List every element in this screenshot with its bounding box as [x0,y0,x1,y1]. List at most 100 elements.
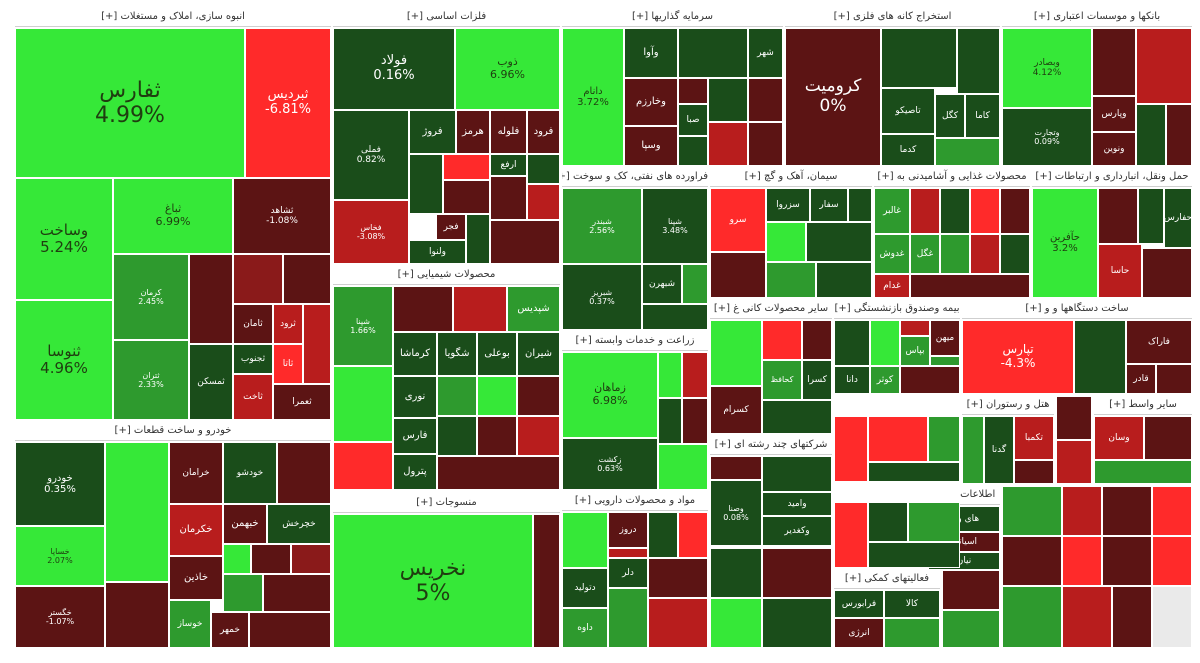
tile-unlabeled[interactable] [1014,460,1054,484]
tile-19-1[interactable]: تکمبا [1014,416,1054,460]
tile-unlabeled[interactable] [1142,248,1192,298]
tile-0-7[interactable]: ثامان [233,304,273,344]
tile-18-2[interactable]: انرژی [834,618,884,648]
tile-unlabeled[interactable] [1092,28,1136,96]
tile-unlabeled[interactable] [1062,536,1102,586]
tile-unlabeled[interactable] [682,264,708,304]
tile-unlabeled[interactable] [249,612,331,648]
tile-unlabeled[interactable] [1136,28,1192,104]
tile-5-2[interactable]: خگستر -1.07% [15,586,105,648]
tile-21-0[interactable]: وسان [1094,416,1144,460]
tile-6-3[interactable]: شگویا [437,332,477,376]
tile-5-8[interactable]: خمهر [211,612,249,648]
tile-unlabeled[interactable] [928,416,960,462]
tile-10-3[interactable]: غدام [874,274,910,298]
sector-header[interactable]: سایر واسط [+] [1094,396,1192,415]
tile-10-2[interactable]: غدوش [874,234,910,274]
tile-unlabeled[interactable] [868,542,960,568]
tile-unlabeled[interactable] [223,544,251,574]
tile-unlabeled[interactable] [648,558,708,598]
tile-unlabeled[interactable] [189,254,233,344]
tile-5-6[interactable]: خاذین [169,556,223,600]
tile-unlabeled[interactable] [1102,486,1152,536]
tile-unlabeled[interactable] [930,356,960,366]
sector-header[interactable]: زراعت و خدمات وابسته [+] [562,332,708,351]
tile-unlabeled[interactable] [527,154,560,184]
tile-18-1[interactable]: کالا [884,590,940,618]
tile-unlabeled[interactable] [868,462,960,482]
tile-5-9[interactable]: خوساز [169,600,211,648]
tile-9-0[interactable]: سرو [710,188,766,252]
tile-unlabeled[interactable] [1000,188,1030,234]
tile-0-6[interactable]: کرمان 2.45% [113,254,189,340]
tile-unlabeled[interactable] [1074,320,1126,394]
tile-6-0[interactable]: شپدیس [507,286,560,332]
tile-19-0[interactable]: گدنا [984,416,1014,484]
tile-unlabeled[interactable] [490,220,560,264]
tile-5-3[interactable]: خرامان [169,442,223,504]
tile-unlabeled[interactable] [527,184,560,220]
tile-0-12[interactable]: ثتران 2.33% [113,340,189,420]
sector-header[interactable]: فراورده های نفتی، کک و سوخت [+] [562,168,708,187]
tile-unlabeled[interactable] [834,416,868,482]
tile-unlabeled[interactable] [868,502,908,542]
sector-header[interactable]: محصولات شیمیایی [+] [333,266,560,285]
tile-1-10[interactable]: فخاس -3.08% [333,200,409,264]
tile-2-5[interactable]: شهر [748,28,783,78]
tile-8-1[interactable]: شبریز 0.37% [562,264,642,330]
tile-4-1[interactable]: وتجارت 0.09% [1002,108,1092,166]
tile-unlabeled[interactable] [105,582,169,648]
tile-16-3[interactable]: دلر [608,558,648,588]
tile-6-6[interactable]: نوری [393,376,437,418]
sector-header[interactable]: محصولات غذایی و آشامیدنی به [+] [874,168,1030,187]
sector-header[interactable]: فعالیتهای کمکی [+] [834,570,940,589]
tile-8-2[interactable]: شپنا 3.48% [642,188,708,264]
tile-unlabeled[interactable] [477,376,517,416]
tile-unlabeled[interactable] [1144,416,1192,460]
sector-header[interactable]: سیمان، آهک و گچ [+] [710,168,872,187]
tile-2-1[interactable]: وآوا [624,28,678,78]
tile-5-4[interactable]: خبهمن [223,504,267,544]
tile-13-1[interactable]: کسرا [802,360,832,400]
tile-1-1[interactable]: ذوب 6.96% [455,28,560,110]
tile-unlabeled[interactable] [233,254,283,304]
tile-15-1[interactable]: فاراک [1126,320,1192,364]
tile-unlabeled[interactable] [881,28,957,88]
tile-unlabeled[interactable] [910,274,1030,298]
tile-6-4[interactable]: بوعلی [477,332,517,376]
tile-unlabeled[interactable] [277,442,331,504]
tile-16-0[interactable]: دتولید [562,568,608,608]
tile-3-0[interactable]: کرومیت 0% [785,28,881,166]
tile-7-0[interactable]: نخریس 5% [333,514,533,648]
tile-unlabeled[interactable] [303,304,331,384]
tile-18-0[interactable]: فرابورس [834,590,884,618]
tile-9-2[interactable]: سفار [810,188,848,222]
tile-17-2[interactable]: وصنا 0.08% [710,480,762,546]
tile-0-2[interactable]: وساخت 5.24% [15,178,113,300]
tile-unlabeled[interactable] [1138,188,1164,244]
tile-unlabeled[interactable] [466,214,490,264]
tile-unlabeled[interactable] [1136,104,1166,166]
tile-14-0[interactable]: میهن [930,320,960,356]
tile-15-2[interactable]: قادر [1126,364,1156,394]
sector-header[interactable]: بیمه وصندوق بازنشستگی [+] [834,300,960,319]
tile-unlabeled[interactable] [1002,486,1062,536]
tile-16-2[interactable]: دروز [608,512,648,548]
tile-unlabeled[interactable] [1056,396,1092,440]
tile-unlabeled[interactable] [658,352,682,398]
tile-0-5[interactable]: ثنوسا 4.96% [15,300,113,420]
tile-14-1[interactable]: بپاس [900,336,930,366]
tile-unlabeled[interactable] [490,176,527,220]
tile-1-4[interactable]: هرمز [456,110,490,154]
tile-13-0[interactable]: کسرام [710,386,762,434]
tile-unlabeled[interactable] [942,570,1000,610]
tile-17-1[interactable]: وکغدیر [762,516,832,546]
tile-unlabeled[interactable] [1102,536,1152,586]
sector-header[interactable]: استخراج کانه های فلزی [+] [785,8,1000,27]
tile-unlabeled[interactable] [762,320,802,360]
tile-unlabeled[interactable] [708,78,748,122]
tile-4-2[interactable]: وپارس [1092,96,1136,132]
tile-unlabeled[interactable] [762,598,832,648]
tile-11-0[interactable]: حآفرین 3.2% [1032,188,1098,298]
tile-unlabeled[interactable] [443,180,490,214]
